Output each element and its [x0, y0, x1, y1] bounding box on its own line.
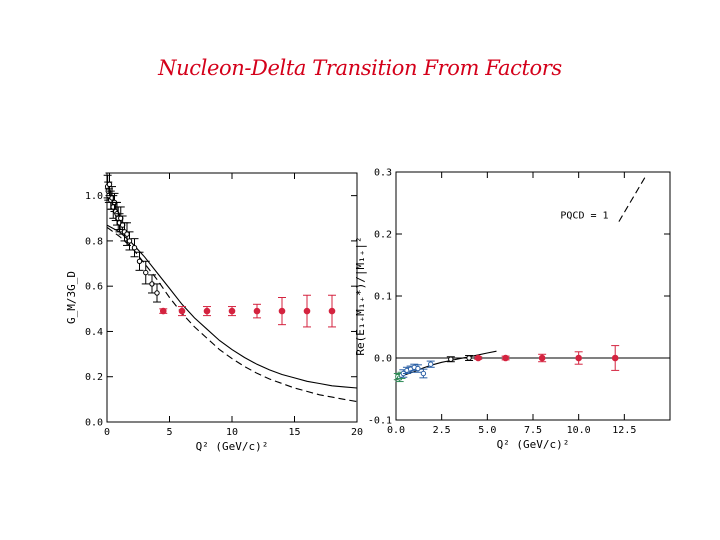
x-tick-label: 7.5: [524, 425, 542, 436]
data-point: [143, 269, 149, 276]
y-axis-title: Re(E₁₊M₁₊*)/|M₁₊|²: [354, 236, 367, 355]
data-point: [106, 181, 113, 188]
data-point: [448, 356, 454, 362]
data-point: [502, 354, 509, 362]
y-tick-label: -0.1: [368, 416, 392, 427]
y-tick-label: 0.3: [374, 168, 392, 179]
gm-form-factor-chart: 0 5 10 15 20 0.0 0.2 0.4 0.6 0.8 1.0 Q² (GeV/c)² G_M…: [65, 172, 363, 453]
data-point: [538, 354, 546, 362]
x-tick-label: 20: [351, 427, 363, 438]
data-point: [203, 307, 211, 315]
data-point: [136, 258, 143, 264]
emr-ratio-chart: 0.0 2.5 5.0 7.5 10.0 12.5-0.10.00.10.20.3Q² (…: [354, 168, 671, 451]
y-tick-label: 0.8: [85, 236, 103, 247]
x-tick-label: 10: [226, 427, 238, 438]
x-axis-title: Q² (GeV/c)²: [196, 440, 269, 453]
x-tick-label: 2.5: [433, 425, 451, 436]
data-point: [303, 307, 311, 315]
x-tick-label: 0.0: [387, 425, 405, 436]
dashed-curve: [106, 226, 358, 403]
y-tick-label: 0.6: [85, 282, 103, 293]
x-tick-label: 10.0: [567, 425, 591, 436]
plot-frame: [106, 172, 358, 423]
y-tick-label: 0.0: [85, 418, 103, 429]
data-point: [611, 354, 619, 362]
data-point: [420, 370, 427, 377]
data-point: [131, 245, 138, 251]
data-point: [466, 355, 472, 361]
x-tick-label: 5.0: [478, 425, 496, 436]
y-tick-label: 0.2: [85, 372, 103, 383]
y-axis-title: G_M/3G_D: [65, 271, 78, 324]
y-tick-label: 0.4: [85, 327, 103, 338]
data-point: [126, 238, 133, 244]
data-point: [428, 361, 434, 367]
solid-curve: [106, 224, 358, 389]
data-point: [178, 307, 186, 315]
data-point: [278, 307, 286, 315]
data-point: [328, 307, 336, 315]
data-point: [474, 354, 482, 362]
x-tick-label: 15: [288, 427, 300, 438]
data-point: [228, 307, 236, 315]
y-tick-label: 0.0: [374, 354, 392, 365]
y-tick-label: 1.0: [85, 191, 103, 202]
x-axis-title: Q² (GeV/c)²: [497, 438, 570, 451]
data-point: [575, 354, 582, 362]
data-point: [253, 307, 261, 315]
data-point: [415, 365, 421, 372]
x-tick-label: 12.5: [612, 425, 636, 436]
data-point: [159, 307, 167, 315]
x-tick-label: 5: [166, 427, 172, 438]
data-point: [124, 231, 130, 237]
x-tick-label: 0: [104, 427, 110, 438]
y-tick-label: 0.1: [374, 292, 392, 303]
slide-title: Nucleon-Delta Transition From Factors: [158, 56, 562, 80]
pqcd-annotation: PQCD = 1: [560, 211, 608, 222]
plot-frame: [395, 171, 671, 421]
y-tick-label: 0.2: [374, 230, 392, 241]
dashed-curve: [618, 174, 647, 222]
data-point: [154, 290, 160, 296]
